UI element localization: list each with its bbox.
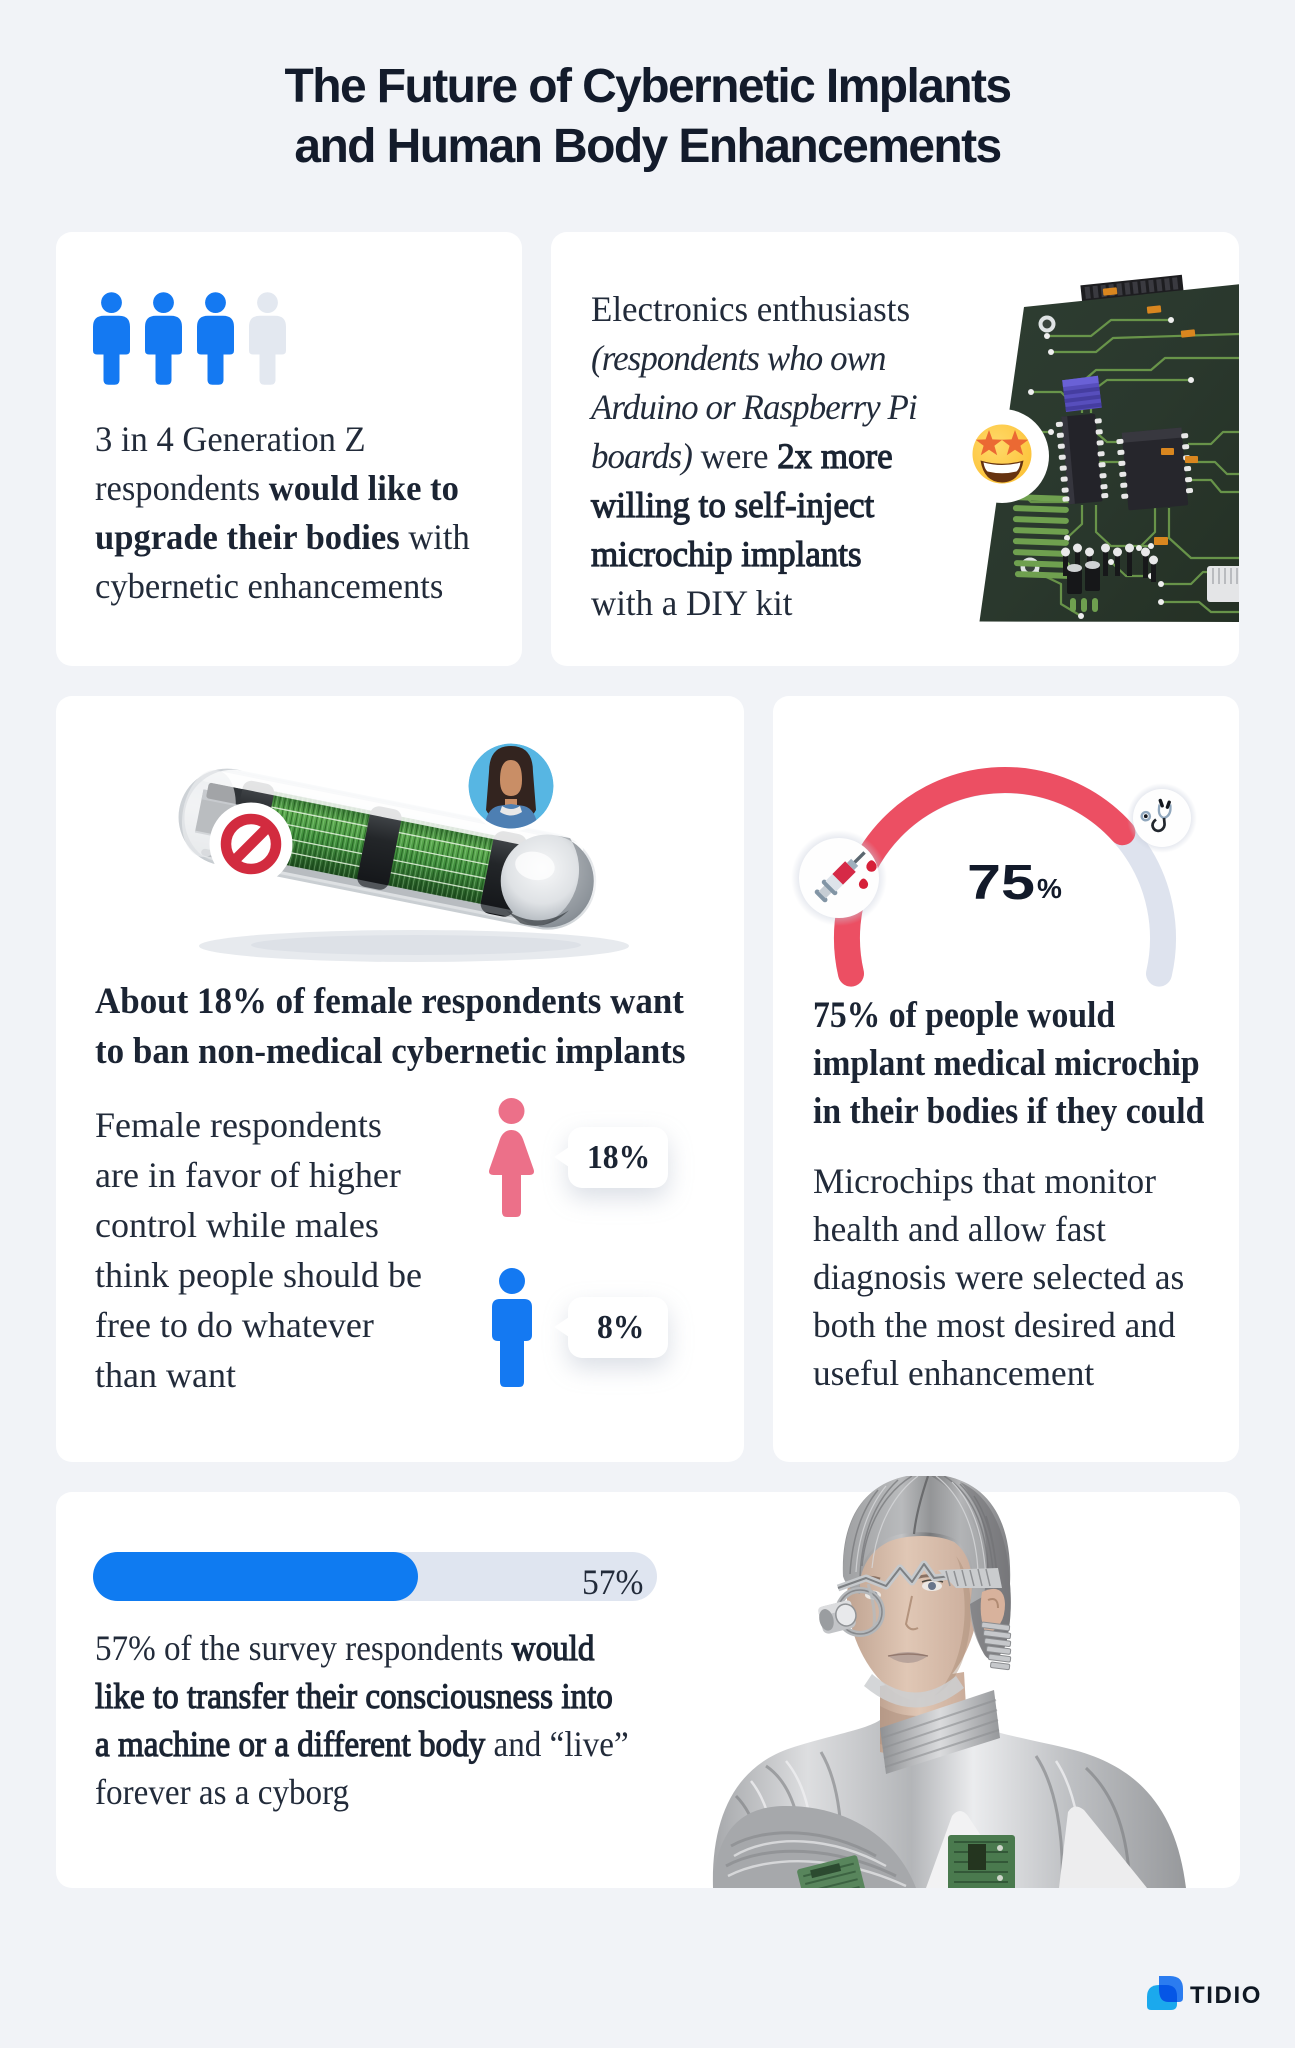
svg-text:75: 75	[967, 856, 1035, 910]
svg-text:%: %	[1037, 873, 1062, 904]
svg-text:TIDIO: TIDIO	[1190, 1982, 1262, 2009]
